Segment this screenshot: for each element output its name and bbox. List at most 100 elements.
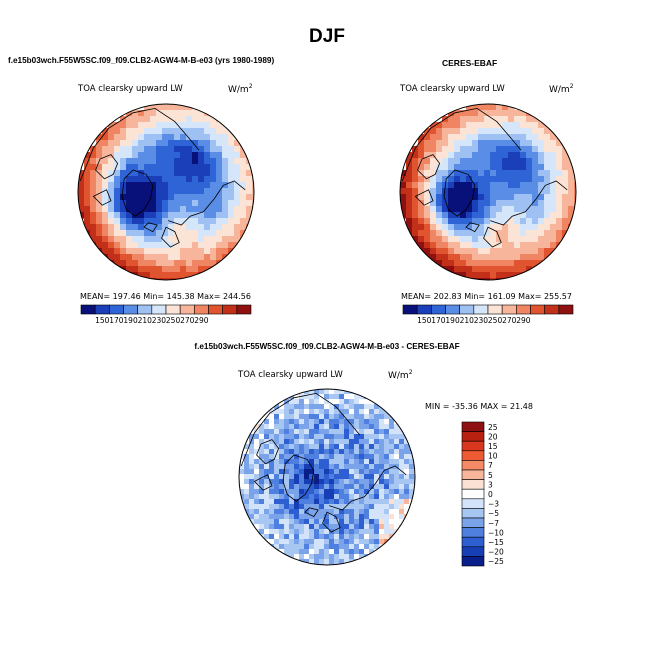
panel-2-colorbar-tick: 150 [417,316,432,325]
panel-2-colorbar-box [544,304,560,315]
iceland-coastline [304,507,319,518]
page-title: DJF [309,26,345,47]
panel-1-colorbar-box [179,304,195,315]
iceland-coastline [465,222,480,233]
panel-2-title: TOA clearsky upward LW [400,84,505,94]
panel-3-colorbar-box [461,536,485,548]
panel-1-colorbar-box [208,304,223,315]
panel-3-units-base: W/m [388,371,409,381]
panel-3-colorbar-box [461,498,485,509]
panel-2-colorbar-box [501,304,517,315]
panel-1-colorbar-tick: 230 [152,316,167,325]
panel-3-colorbar-box [461,431,485,442]
panel-3-colorbar-tick: 25 [488,423,498,432]
panel-3-colorbar-box [461,440,485,452]
panel-3-colorbar-tick: 3 [488,480,493,489]
panel-2-colorbar: 150 170 190 210 230 250 270 290 [402,304,574,325]
panel-2-colorbar-box [402,304,418,315]
hudson-bay-coastline [253,474,273,491]
panel-1-stats: MEAN= 197.46 Min= 145.38 Max= 244.56 [80,292,251,301]
panel-3-title: TOA clearsky upward LW [238,370,343,380]
panel-3-colorbar-box [461,517,485,528]
panel-2-colorbar-tick: 250 [488,316,503,325]
panel-3-colorbar-box [461,469,485,480]
panel-1-units-base: W/m [228,85,249,95]
archipelago-coastline [256,439,280,465]
panel-3-colorbar-tick: 15 [488,442,498,451]
panel-2-colorbar-box [473,304,489,315]
north-america-coastline [240,392,361,467]
panel-1-colorbar-box [94,304,110,315]
hudson-bay-coastline [414,189,434,206]
panel-2-map-border [399,103,577,281]
panel-2-units-base: W/m [549,85,570,95]
panel-1-colorbar-box [165,304,181,315]
panel-3-heading: f.e15b03wch.F55W5SC.f09_f09.CLB2-AGW4-M-… [194,342,460,351]
panel-3-colorbar-tick: −5 [488,509,499,518]
panel-2-heading: CERES-EBAF [442,58,498,68]
panel-3-colorbar-box [461,488,485,500]
panel-1-colorbar-box [194,304,209,315]
panel-1-units-exp: 2 [248,83,253,90]
panel-1-colorbar-tick: 250 [166,316,181,325]
panel-1-heading: f.e15b03wch.F55W5SC.f09_f09.CLB2-AGW4-M-… [8,56,275,65]
eurasia-coastline [329,465,407,511]
panel-1-colorbar-tick: 170 [109,316,124,325]
eurasia-coastline [490,180,568,226]
panel-3-colorbar-tick: −7 [488,519,499,528]
panel-2-units-exp: 2 [569,83,574,90]
panel-1-colorbar-box [80,304,96,315]
panel-2-colorbar-box [487,304,503,315]
scandinavia-coastline [161,226,180,248]
panel-1-map [77,103,255,281]
greenland-coastline [121,169,154,217]
panel-2-colorbar-tick: 230 [474,316,489,325]
panel-3-colorbar-tick: −20 [488,548,504,557]
panel-1-colorbar-tick: 210 [138,316,153,325]
panel-1-colorbar-tick: 290 [194,316,209,325]
panel-2-colorbar-tick: 170 [431,316,446,325]
panel-1-field [78,104,254,280]
panel-3-units-exp: 2 [408,369,413,376]
panel-1-colorbar: 150 170 190 210 230 250 270 290 [80,304,252,325]
panel-1-colorbar-box [109,304,124,315]
panel-3-map [238,388,416,566]
panel-3-colorbar-tick: 5 [488,471,493,480]
panel-1-colorbar-tick: 190 [123,316,138,325]
iceland-coastline [143,222,158,233]
panel-1-map-border [77,103,255,281]
scandinavia-coastline [322,511,341,533]
panel-3-stats: MIN = -35.36 MAX = 21.48 [425,402,533,411]
panel-3-colorbar-box [461,527,485,538]
scandinavia-coastline [483,226,502,248]
north-america-coastline [401,107,522,182]
north-america-coastline [79,107,200,182]
panel-2-colorbar-box [416,304,432,315]
panel-2-field [400,104,576,280]
panel-3-colorbar-box [461,421,485,432]
panel-3-colorbar-tick: 20 [488,432,498,441]
panel-2-colorbar-box [558,304,574,315]
panel-3-colorbar-tick: −25 [488,557,504,566]
panel-1-colorbar-tick: 150 [95,316,110,325]
greenland-coastline [282,454,315,502]
greenland-coastline [443,169,476,217]
panel-2-map [399,103,577,281]
panel-1-colorbar-box [151,304,167,315]
panel-3-map-border [238,388,416,566]
panel-2-colorbar-tick: 270 [502,316,517,325]
panel-1-units: W/m2 [228,83,253,95]
panel-2-colorbar-box [445,304,460,315]
panel-1-colorbar-tick: 270 [180,316,195,325]
panel-1-colorbar-box [222,304,238,315]
panel-3-colorbar-tick: 7 [488,461,493,470]
panel-2-stats: MEAN= 202.83 Min= 161.09 Max= 255.57 [401,292,572,301]
archipelago-coastline [417,154,441,180]
panel-3-units: W/m2 [388,369,413,381]
panel-3-field [239,389,415,565]
panel-2-colorbar-tick: 210 [460,316,475,325]
panel-2-colorbar-box [431,304,446,315]
panel-1-colorbar-box [123,304,138,315]
panel-2-colorbar-tick: 190 [445,316,460,325]
